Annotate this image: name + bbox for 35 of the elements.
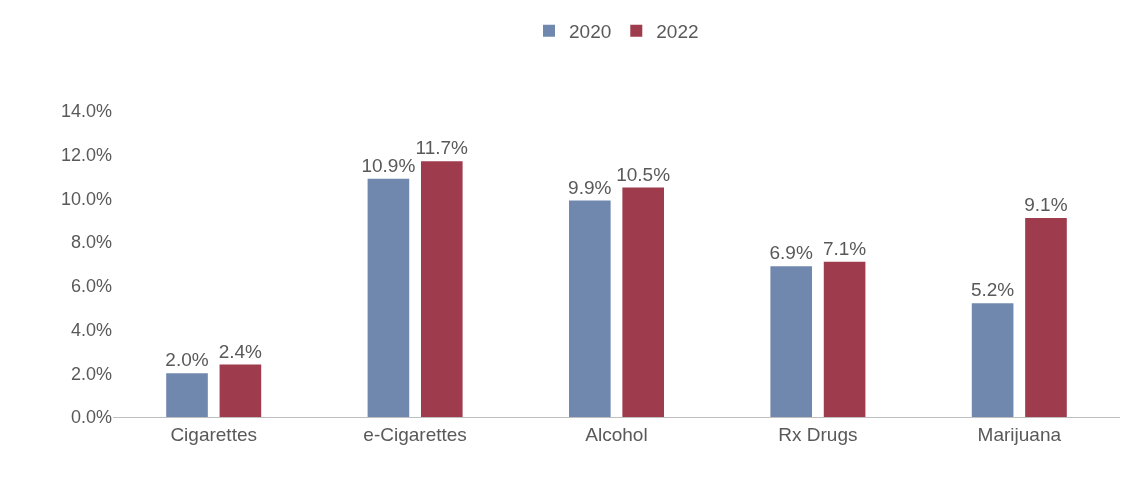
bar — [622, 187, 664, 417]
data-label: 11.7% — [415, 137, 469, 159]
bar — [420, 161, 463, 417]
x-tick-label: e-Cigarettes — [363, 423, 467, 445]
data-label: 2.0% — [165, 349, 209, 371]
data-label: 5.2% — [970, 279, 1015, 301]
y-tick-label: 4.0% — [70, 319, 112, 340]
bar — [219, 364, 262, 417]
bar — [823, 261, 866, 417]
y-tick-label: 12.0% — [60, 145, 112, 166]
bar — [971, 303, 1014, 417]
y-tick-label: 8.0% — [70, 232, 112, 253]
x-tick-label: Alcohol — [585, 423, 648, 445]
legend-label: 2022 — [656, 21, 699, 43]
x-tick-label: Marijuana — [977, 423, 1062, 445]
x-tick-label: Rx Drugs — [778, 423, 858, 445]
data-label: 2.4% — [218, 340, 263, 362]
y-tick-label: 10.0% — [60, 188, 112, 209]
bar — [569, 200, 611, 417]
data-label: 9.1% — [1024, 194, 1068, 216]
bar — [770, 266, 813, 417]
data-label: 10.5% — [616, 163, 671, 185]
data-label: 6.9% — [769, 242, 813, 264]
y-tick-label: 0.0% — [70, 407, 112, 428]
data-label: 7.1% — [822, 237, 867, 259]
data-label: 10.9% — [361, 154, 416, 176]
data-label: 9.9% — [568, 176, 612, 198]
bar — [367, 178, 410, 417]
x-tick-label: Cigarettes — [170, 423, 257, 445]
legend-label: 2020 — [569, 21, 612, 43]
y-tick-label: 14.0% — [60, 101, 112, 122]
bar — [1025, 218, 1067, 417]
bar — [166, 373, 208, 417]
y-tick-label: 6.0% — [70, 276, 112, 297]
y-tick-label: 2.0% — [70, 363, 112, 384]
